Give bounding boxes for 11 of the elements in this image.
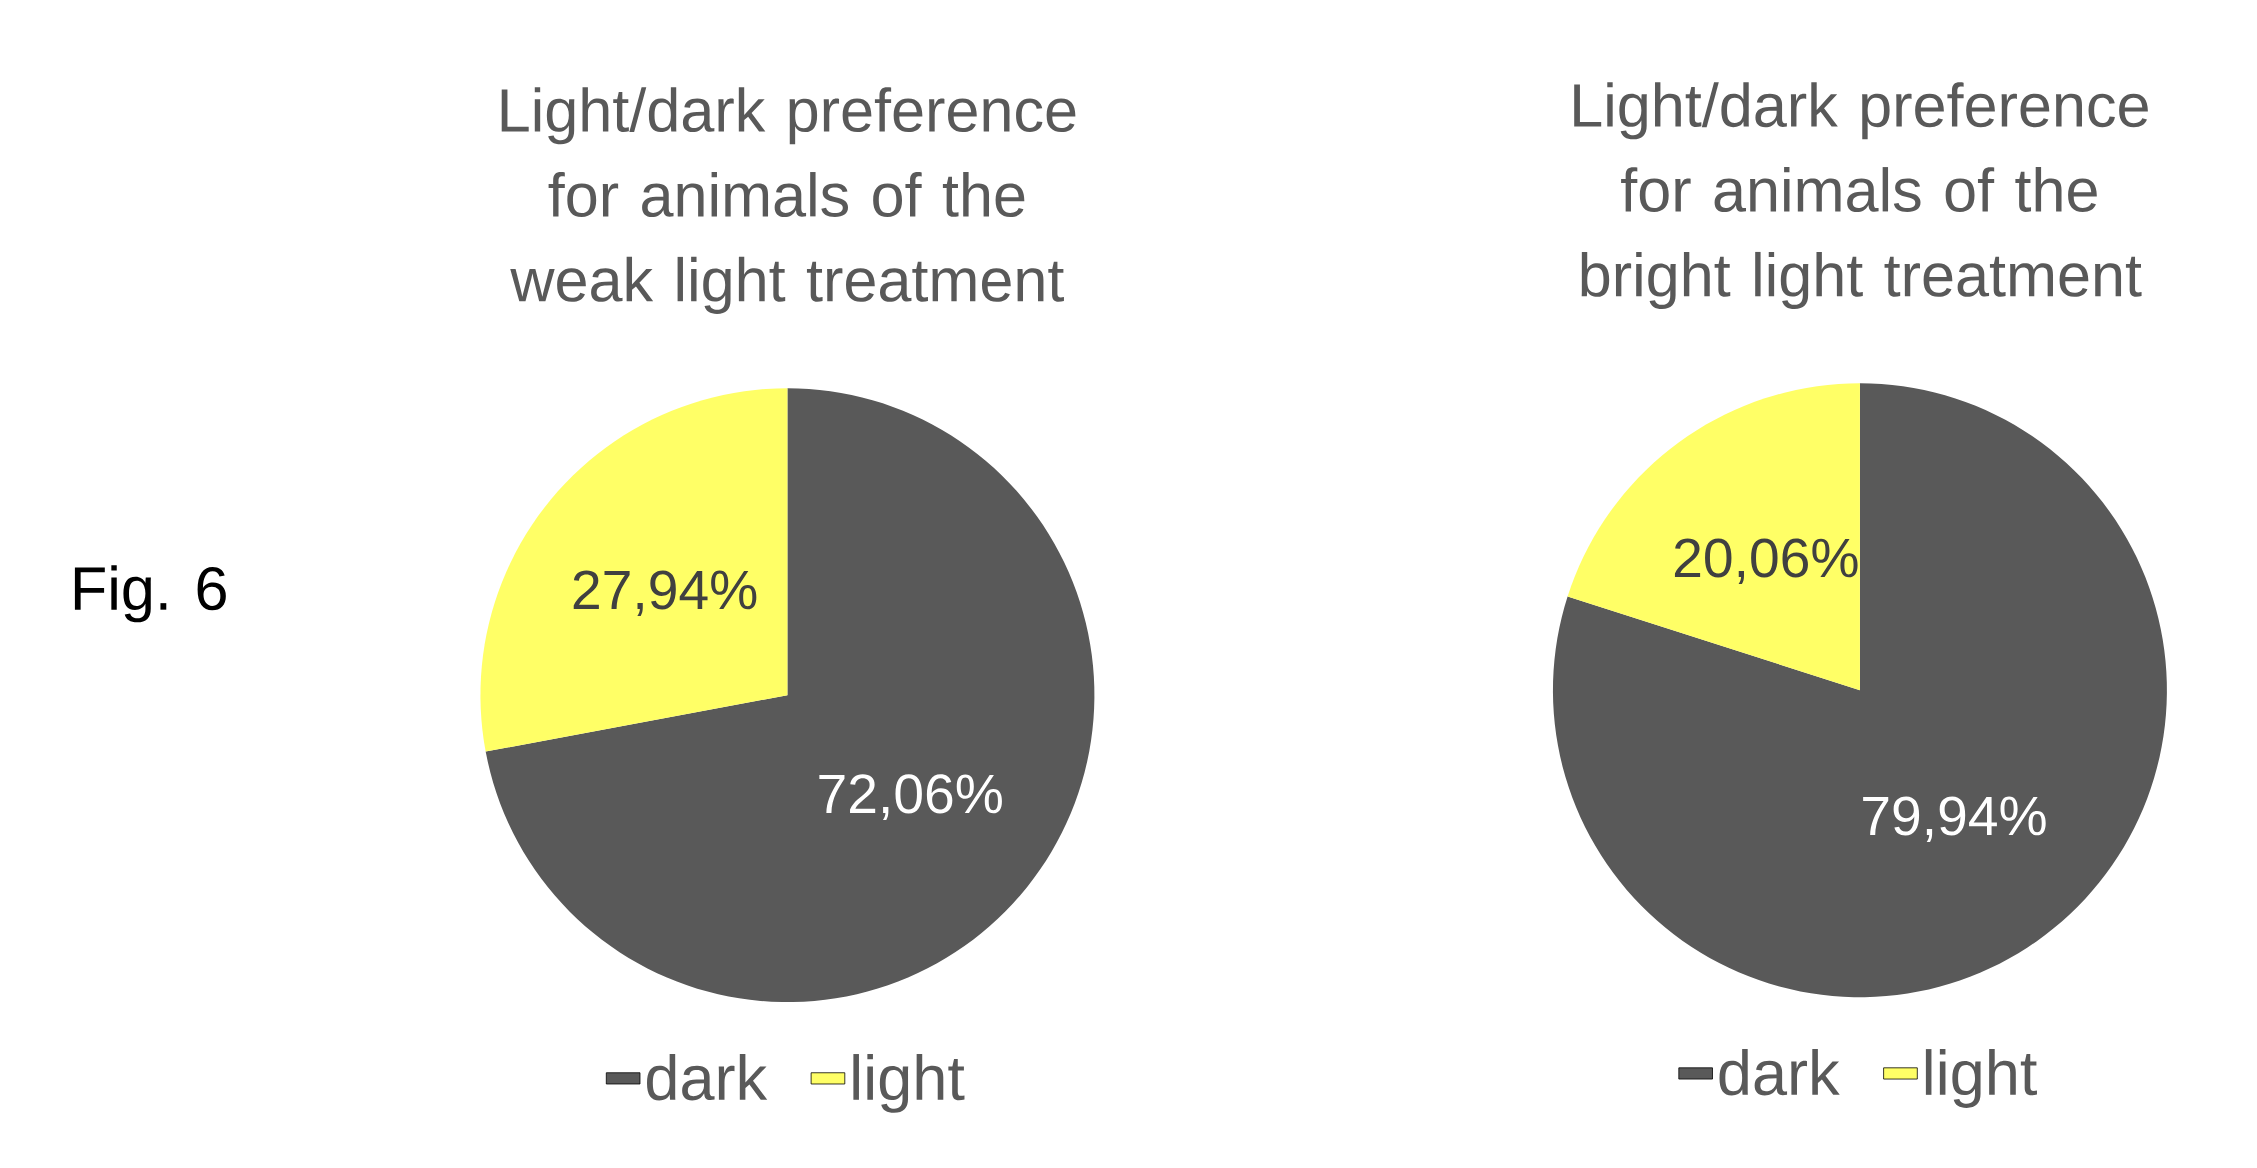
data-label: 20,06% [1674, 538, 1858, 585]
data-label: 72,06% [819, 774, 1002, 821]
data-label: 27,94% [573, 570, 757, 617]
legend-label: light [853, 1054, 965, 1114]
legend-label: dark [647, 1054, 768, 1101]
data-label: 79,94% [1863, 796, 2046, 843]
chart-title: Light/dark preference for animals of the bright light treatment [1574, 82, 2148, 310]
legend-label: light [1925, 1049, 2037, 1109]
legend-label: dark [1719, 1049, 1840, 1096]
chart-title: Light/dark preference for animals of the weak light treatment [501, 87, 1076, 315]
caption: Fig. 6 [74, 565, 226, 623]
